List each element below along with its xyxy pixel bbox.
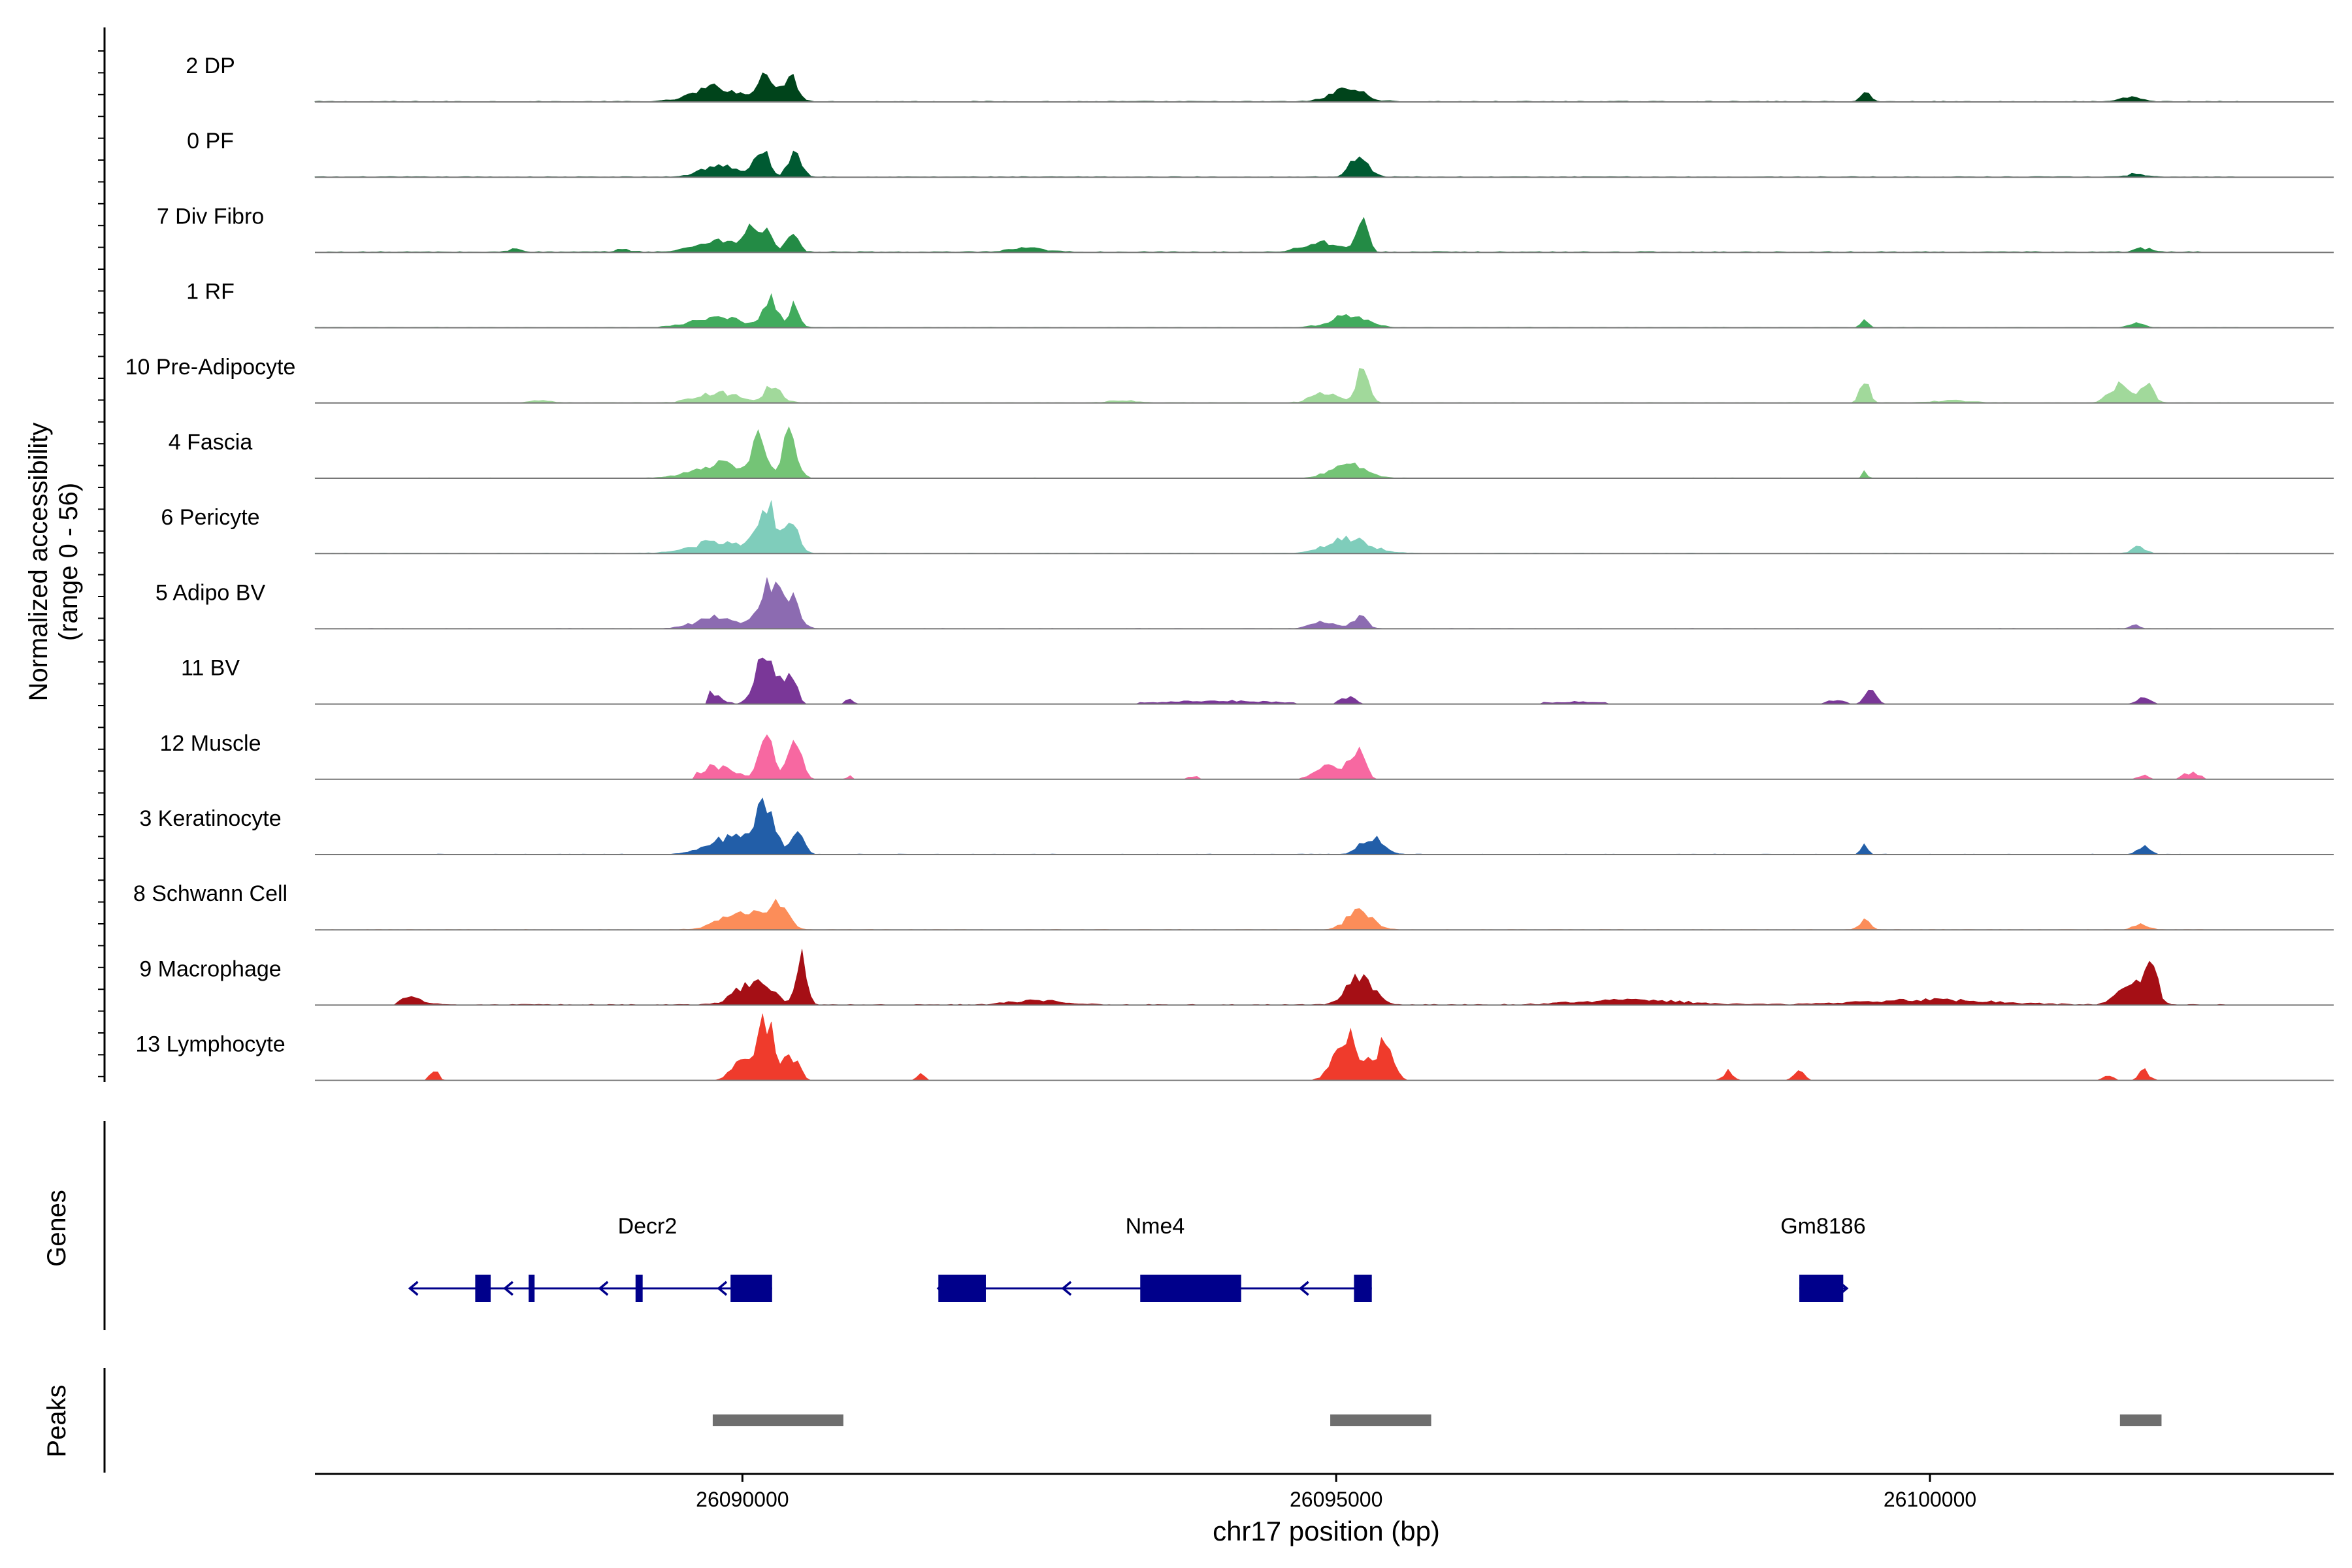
track-12: 8 Schwann Cell [133,881,2334,931]
gene-exon [1140,1275,1241,1302]
y-axis-title-line2: (range 0 - 56) [54,483,83,641]
coverage-area [314,898,2334,930]
x-axis: 26090000 26095000 26100000 [315,1473,2334,1511]
track-13: 9 Macrophage [139,949,2334,1006]
coverage-area [314,500,2334,554]
strand-arrow [598,1281,609,1296]
track-label: 4 Fascia [169,430,253,455]
gene-exon [1354,1275,1372,1302]
x-tick-label: 26095000 [1290,1488,1382,1511]
coverage-area [314,150,2334,178]
peaks-panel [103,1368,2162,1473]
coverage-area [314,293,2334,328]
track-label: 12 Muscle [160,731,261,756]
peak-region [712,1414,843,1426]
gene-nme4: Nme4 [936,1214,1372,1302]
coverage-area [315,657,2334,704]
genes-panel: Decr2 Nme4 Gm8186 [103,1121,1866,1330]
track-5: 10 Pre-Adipocyte [125,355,2334,404]
track-label: 1 RF [186,280,235,304]
strand-arrow [1061,1281,1072,1296]
gene-label: Decr2 [618,1214,678,1239]
y-axis-title-line1: Normalized accessibility [24,423,53,702]
track-10: 12 Muscle [160,731,2334,780]
coverage-area [315,734,2334,780]
x-axis-title: chr17 position (bp) [1213,1516,1440,1546]
gene-exon [475,1275,491,1302]
strand-arrow [717,1281,728,1296]
track-label: 3 Keratinocyte [139,806,281,831]
track-1: 2 DP [186,54,2334,103]
strand-arrow [408,1281,419,1296]
x-tick-label: 26090000 [696,1488,789,1511]
coverage-area [314,72,2334,103]
gene-exon [730,1275,772,1302]
gene-exon [1799,1275,1844,1302]
x-tick-label: 26100000 [1884,1488,1976,1511]
gene-gm8186: Gm8186 [1780,1214,1866,1302]
coverage-area [314,426,2334,479]
track-6: 4 Fascia [169,426,2334,479]
strand-arrow [503,1281,514,1296]
track-3: 7 Div Fibro [157,204,2334,253]
gene-exon [938,1275,986,1302]
track-4: 1 RF [186,280,2334,329]
track-label: 6 Pericyte [161,505,259,530]
track-label: 9 Macrophage [139,956,281,981]
peaks-panel-label: Peaks [42,1384,71,1457]
gene-decr2: Decr2 [408,1214,772,1302]
coverage-panel: 2 DP 0 PF 7 Div Fibro 1 RF 10 Pre-Adipocyte 4… [98,27,2334,1082]
track-label: 0 PF [187,129,234,154]
track-11: 3 Keratinocyte [139,797,2334,855]
coverage-area [315,1013,2334,1081]
gene-exon [529,1275,535,1302]
strand-arrow [1838,1281,1849,1296]
track-9: 11 BV [181,656,2334,705]
gene-label: Nme4 [1126,1214,1185,1239]
track-8: 5 Adipo BV [155,577,2334,630]
coverage-area [314,577,2334,629]
gene-label: Gm8186 [1780,1214,1865,1239]
track-label: 8 Schwann Cell [133,881,287,906]
peak-region [2119,1414,2162,1426]
coverage-area [315,949,2334,1005]
track-14: 13 Lymphocyte [135,1013,2334,1081]
track-label: 5 Adipo BV [155,580,266,605]
track-label: 11 BV [181,656,240,681]
coverage-area [315,368,2334,404]
genes-panel-label: Genes [42,1190,71,1267]
track-7: 6 Pericyte [161,500,2334,555]
strand-arrow [936,1281,947,1296]
track-label: 13 Lymphocyte [135,1032,285,1057]
track-2: 0 PF [187,129,2334,178]
gene-exon [635,1275,643,1302]
track-label: 7 Div Fibro [157,204,264,229]
peak-region [1330,1414,1431,1426]
coverage-area [315,217,2334,253]
track-label: 2 DP [186,54,235,78]
track-label: 10 Pre-Adipocyte [125,355,296,380]
strand-arrow [1298,1281,1309,1296]
coverage-area [315,797,2334,855]
